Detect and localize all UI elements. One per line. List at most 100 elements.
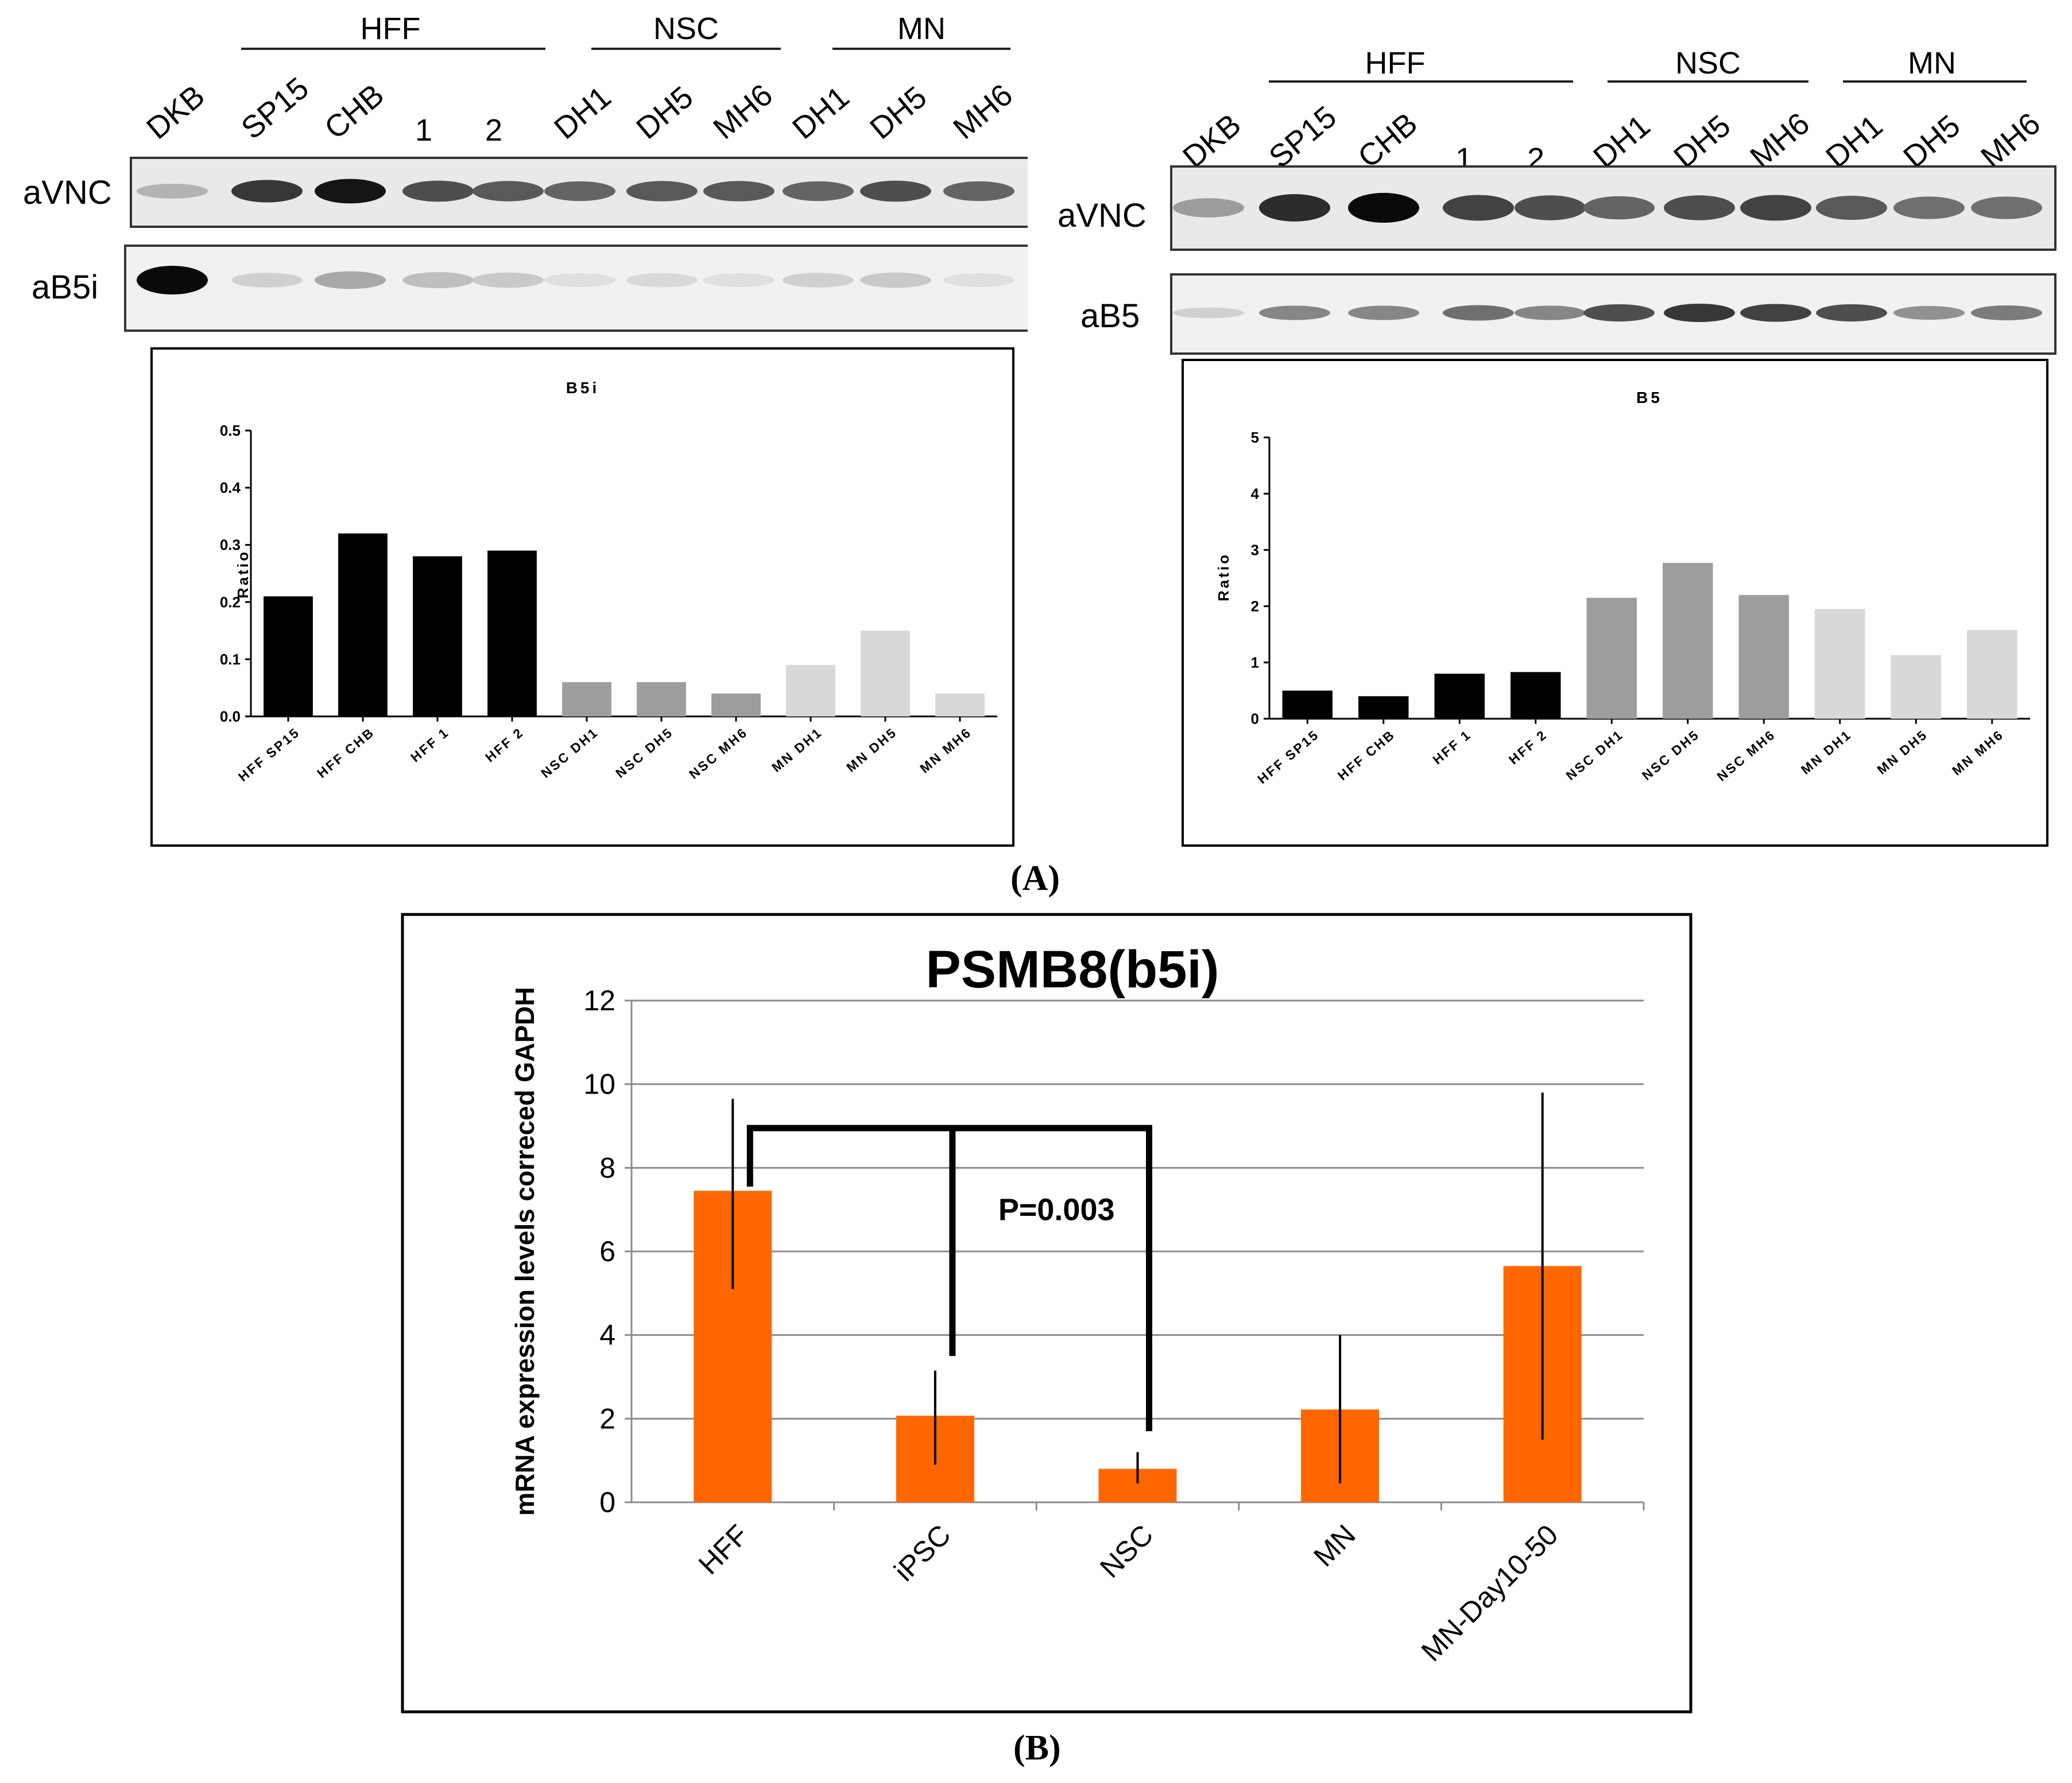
y-tick-label: 6: [599, 1235, 615, 1268]
blot-row-label: aVNC: [1058, 197, 1147, 234]
bar: [1358, 696, 1409, 719]
bar: [1511, 672, 1561, 719]
blot-band: [402, 180, 474, 202]
lane-label: DKB: [1176, 107, 1248, 175]
bar: [338, 533, 388, 716]
y-tick-label: 2: [1251, 598, 1259, 615]
blot-band: [1971, 196, 2042, 219]
blot-band: [1893, 196, 1965, 219]
bar: [1815, 608, 1865, 719]
lane-label: DH1: [1587, 108, 1656, 175]
lane-label: DH5: [1667, 108, 1737, 175]
bar: [861, 630, 910, 716]
lane-label: DH1: [1819, 108, 1889, 175]
y-tick-label: 10: [583, 1068, 615, 1100]
lane-label: DKB: [140, 79, 211, 146]
y-tick-label: 0: [1251, 710, 1259, 727]
y-tick-label: 4: [1251, 485, 1260, 502]
blot-row-label: aVNC: [23, 174, 112, 211]
bar: [1967, 630, 2017, 719]
y-tick-label: 3: [1251, 541, 1259, 559]
blot-band: [1348, 193, 1419, 223]
lane-label: DH5: [863, 80, 933, 146]
blot-band: [1515, 195, 1586, 220]
panel-label-a: (A): [1010, 859, 1060, 898]
blot-band: [402, 272, 474, 288]
blot-band: [231, 180, 303, 203]
blot-band: [1971, 305, 2042, 321]
y-axis-label: Ratio: [1215, 553, 1232, 602]
blot-band: [1816, 196, 1887, 220]
p-value-annotation: P=0.003: [998, 1192, 1115, 1227]
bar: [1663, 563, 1713, 719]
blot-band: [137, 184, 208, 199]
y-tick-label: 0.3: [220, 536, 241, 553]
bar: [487, 551, 537, 716]
bar: [413, 556, 462, 716]
y-tick-label: 0.1: [220, 650, 241, 668]
lane-group-label: HFF: [361, 11, 421, 46]
chart-title: B5i: [566, 379, 600, 397]
blot-band: [315, 179, 386, 204]
y-tick-label: 5: [1251, 429, 1259, 446]
y-tick-label: 0: [599, 1486, 615, 1518]
blot-band: [1664, 195, 1735, 220]
lane-label: CHB: [318, 77, 390, 146]
blot-band: [315, 271, 386, 289]
bar: [711, 693, 761, 716]
lane-label: SP15: [235, 71, 315, 146]
bar: [1282, 691, 1333, 719]
blot-band: [544, 181, 615, 201]
y-tick-label: 4: [599, 1319, 615, 1351]
lane-group-label: MN: [897, 11, 946, 46]
blot-band: [473, 272, 544, 288]
blot-band: [1515, 305, 1586, 320]
blot-band: [1583, 196, 1655, 220]
blot-band: [137, 266, 208, 294]
blot-band: [860, 272, 931, 288]
blot-band: [703, 181, 774, 201]
blot-band: [783, 273, 854, 288]
chart-psmb8-mrna: PSMB8(b5i) mRNA expression levels correc…: [401, 913, 1693, 1714]
western-blot-right: HFF NSC MN DKB SP15 CHB 1 2 DH1 DH5 MH6 DH1 DH5 MH6 …: [1058, 46, 2056, 355]
blot-band: [626, 181, 698, 201]
y-tick-label: 8: [599, 1152, 615, 1184]
blot-band: [231, 273, 303, 288]
blot-band: [626, 273, 698, 288]
lane-label: 2: [485, 113, 502, 148]
bar: [637, 682, 686, 716]
y-axis-label: mRNA expression levels correced GAPDH: [510, 987, 540, 1515]
lane-label: MH6: [1744, 106, 1816, 175]
blot-band: [1893, 305, 1965, 320]
blot-band: [1348, 305, 1419, 320]
blot-band: [1664, 303, 1735, 323]
lane-group-label: NSC: [1675, 46, 1741, 80]
lane-label: MH6: [707, 77, 779, 146]
blot-band: [473, 181, 544, 201]
lane-label: DH1: [548, 80, 617, 146]
blot-band: [1583, 304, 1655, 322]
y-axis-label: Ratio: [234, 550, 251, 599]
blot-band: [1740, 195, 1811, 221]
lane-label: DH1: [786, 80, 855, 146]
lane-label: SP15: [1262, 99, 1343, 175]
bar: [1586, 598, 1637, 719]
bar: [935, 693, 985, 716]
blot-band: [943, 273, 1014, 287]
blot-band: [1816, 304, 1887, 322]
blot-row-label: aB5i: [32, 269, 98, 306]
y-tick-label: 2: [599, 1402, 615, 1435]
lane-label: CHB: [1351, 106, 1424, 175]
y-tick-label: 0.0: [220, 708, 241, 725]
lane-group-label: NSC: [653, 11, 719, 46]
lane-label: DH5: [630, 80, 699, 146]
lane-group-label: MN: [1908, 46, 1956, 80]
bar: [1434, 673, 1485, 719]
lane-label: MH6: [1974, 106, 2047, 175]
blot-band: [1443, 305, 1514, 321]
y-tick-label: 12: [583, 984, 615, 1017]
blot-band: [1443, 195, 1514, 221]
bar: [1738, 595, 1789, 719]
blot-band: [1173, 198, 1244, 218]
